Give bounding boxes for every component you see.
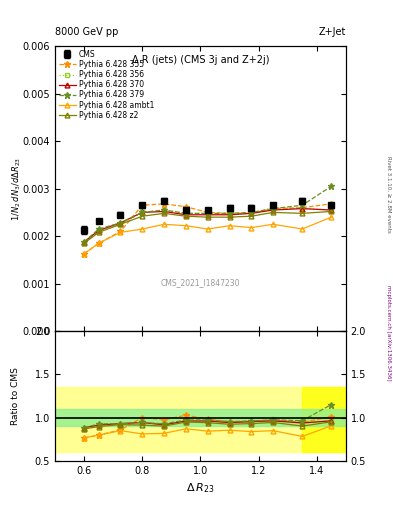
Pythia 6.428 370 [205, 211, 210, 218]
Pythia 6.428 ambt1 [271, 221, 275, 227]
Pythia 6.428 356 [300, 205, 305, 211]
Pythia 6.428 356 [140, 209, 145, 216]
Pythia 6.428 z2 [205, 214, 210, 220]
Pythia 6.428 355 [249, 210, 254, 217]
Pythia 6.428 356 [96, 228, 101, 234]
Pythia 6.428 355 [227, 210, 232, 217]
Pythia 6.428 355 [271, 205, 275, 211]
Text: Z+Jet: Z+Jet [318, 27, 346, 37]
Line: Pythia 6.428 z2: Pythia 6.428 z2 [82, 209, 334, 246]
Text: Δ R (jets) (CMS 3j and Z+2j): Δ R (jets) (CMS 3j and Z+2j) [132, 55, 269, 65]
Pythia 6.428 ambt1 [96, 240, 101, 246]
Line: Pythia 6.428 370: Pythia 6.428 370 [82, 206, 334, 244]
X-axis label: $\Delta\,R_{23}$: $\Delta\,R_{23}$ [186, 481, 215, 495]
Pythia 6.428 355 [205, 209, 210, 216]
Pythia 6.428 356 [227, 211, 232, 218]
Pythia 6.428 370 [82, 239, 86, 245]
Pythia 6.428 ambt1 [300, 226, 305, 232]
Pythia 6.428 355 [118, 228, 123, 234]
Pythia 6.428 ambt1 [205, 226, 210, 232]
Bar [55, 388, 346, 452]
Pythia 6.428 370 [329, 207, 334, 213]
Text: 8000 GeV pp: 8000 GeV pp [55, 27, 118, 37]
Pythia 6.428 356 [82, 240, 86, 246]
Pythia 6.428 370 [162, 208, 167, 215]
Pythia 6.428 ambt1 [227, 223, 232, 229]
Pythia 6.428 355 [82, 251, 86, 257]
Pythia 6.428 379 [140, 209, 145, 216]
Pythia 6.428 z2 [184, 213, 188, 219]
Line: Pythia 6.428 356: Pythia 6.428 356 [82, 205, 334, 246]
Pythia 6.428 z2 [140, 213, 145, 219]
Pythia 6.428 370 [184, 211, 188, 218]
Line: Pythia 6.428 ambt1: Pythia 6.428 ambt1 [82, 215, 334, 256]
Pythia 6.428 ambt1 [140, 226, 145, 232]
Text: Rivet 3.1.10, ≥ 2.8M events: Rivet 3.1.10, ≥ 2.8M events [386, 156, 391, 233]
Pythia 6.428 z2 [82, 240, 86, 246]
Pythia 6.428 379 [96, 226, 101, 232]
Pythia 6.428 356 [184, 210, 188, 217]
Pythia 6.428 ambt1 [162, 221, 167, 227]
Text: CMS_2021_I1847230: CMS_2021_I1847230 [161, 278, 240, 287]
Pythia 6.428 z2 [162, 210, 167, 217]
Pythia 6.428 370 [118, 220, 123, 226]
Line: Pythia 6.428 379: Pythia 6.428 379 [81, 183, 335, 245]
Pythia 6.428 z2 [249, 213, 254, 219]
Pythia 6.428 ambt1 [184, 223, 188, 229]
Pythia 6.428 z2 [118, 221, 123, 227]
Bar [302, 388, 346, 452]
Pythia 6.428 379 [82, 239, 86, 245]
Pythia 6.428 z2 [300, 210, 305, 217]
Pythia 6.428 355 [96, 240, 101, 246]
Pythia 6.428 370 [249, 210, 254, 217]
Text: mcplots.cern.ch [arXiv:1306.3436]: mcplots.cern.ch [arXiv:1306.3436] [386, 285, 391, 380]
Pythia 6.428 356 [271, 205, 275, 211]
Pythia 6.428 z2 [227, 214, 232, 220]
Pythia 6.428 379 [162, 207, 167, 213]
Pythia 6.428 356 [205, 210, 210, 217]
Y-axis label: Ratio to CMS: Ratio to CMS [11, 367, 20, 425]
Pythia 6.428 379 [271, 205, 275, 211]
Pythia 6.428 355 [329, 201, 334, 207]
Pythia 6.428 z2 [329, 208, 334, 215]
Pythia 6.428 370 [96, 227, 101, 233]
Pythia 6.428 379 [118, 220, 123, 226]
Pythia 6.428 356 [118, 221, 123, 227]
Pythia 6.428 356 [329, 207, 334, 213]
Pythia 6.428 370 [300, 205, 305, 211]
Pythia 6.428 356 [249, 210, 254, 217]
Pythia 6.428 ambt1 [118, 229, 123, 236]
Pythia 6.428 356 [162, 207, 167, 213]
Pythia 6.428 370 [227, 211, 232, 218]
Pythia 6.428 379 [300, 202, 305, 208]
Pythia 6.428 355 [300, 205, 305, 211]
Pythia 6.428 355 [140, 202, 145, 208]
Pythia 6.428 ambt1 [249, 225, 254, 231]
Bar [55, 409, 346, 426]
Pythia 6.428 379 [184, 210, 188, 217]
Pythia 6.428 379 [227, 210, 232, 217]
Pythia 6.428 355 [162, 201, 167, 207]
Pythia 6.428 z2 [271, 209, 275, 216]
Pythia 6.428 z2 [96, 229, 101, 236]
Line: Pythia 6.428 355: Pythia 6.428 355 [81, 200, 335, 257]
Pythia 6.428 ambt1 [82, 251, 86, 257]
Pythia 6.428 370 [271, 207, 275, 213]
Legend: CMS, Pythia 6.428 355, Pythia 6.428 356, Pythia 6.428 370, Pythia 6.428 379, Pyt: CMS, Pythia 6.428 355, Pythia 6.428 356,… [57, 48, 156, 121]
Pythia 6.428 355 [184, 204, 188, 210]
Pythia 6.428 ambt1 [329, 214, 334, 220]
Pythia 6.428 379 [249, 209, 254, 216]
Text: $1/N_2\,dN_3/d\Delta R_{23}$: $1/N_2\,dN_3/d\Delta R_{23}$ [11, 157, 24, 221]
Pythia 6.428 370 [140, 209, 145, 216]
Pythia 6.428 379 [205, 210, 210, 217]
Pythia 6.428 379 [329, 183, 334, 189]
